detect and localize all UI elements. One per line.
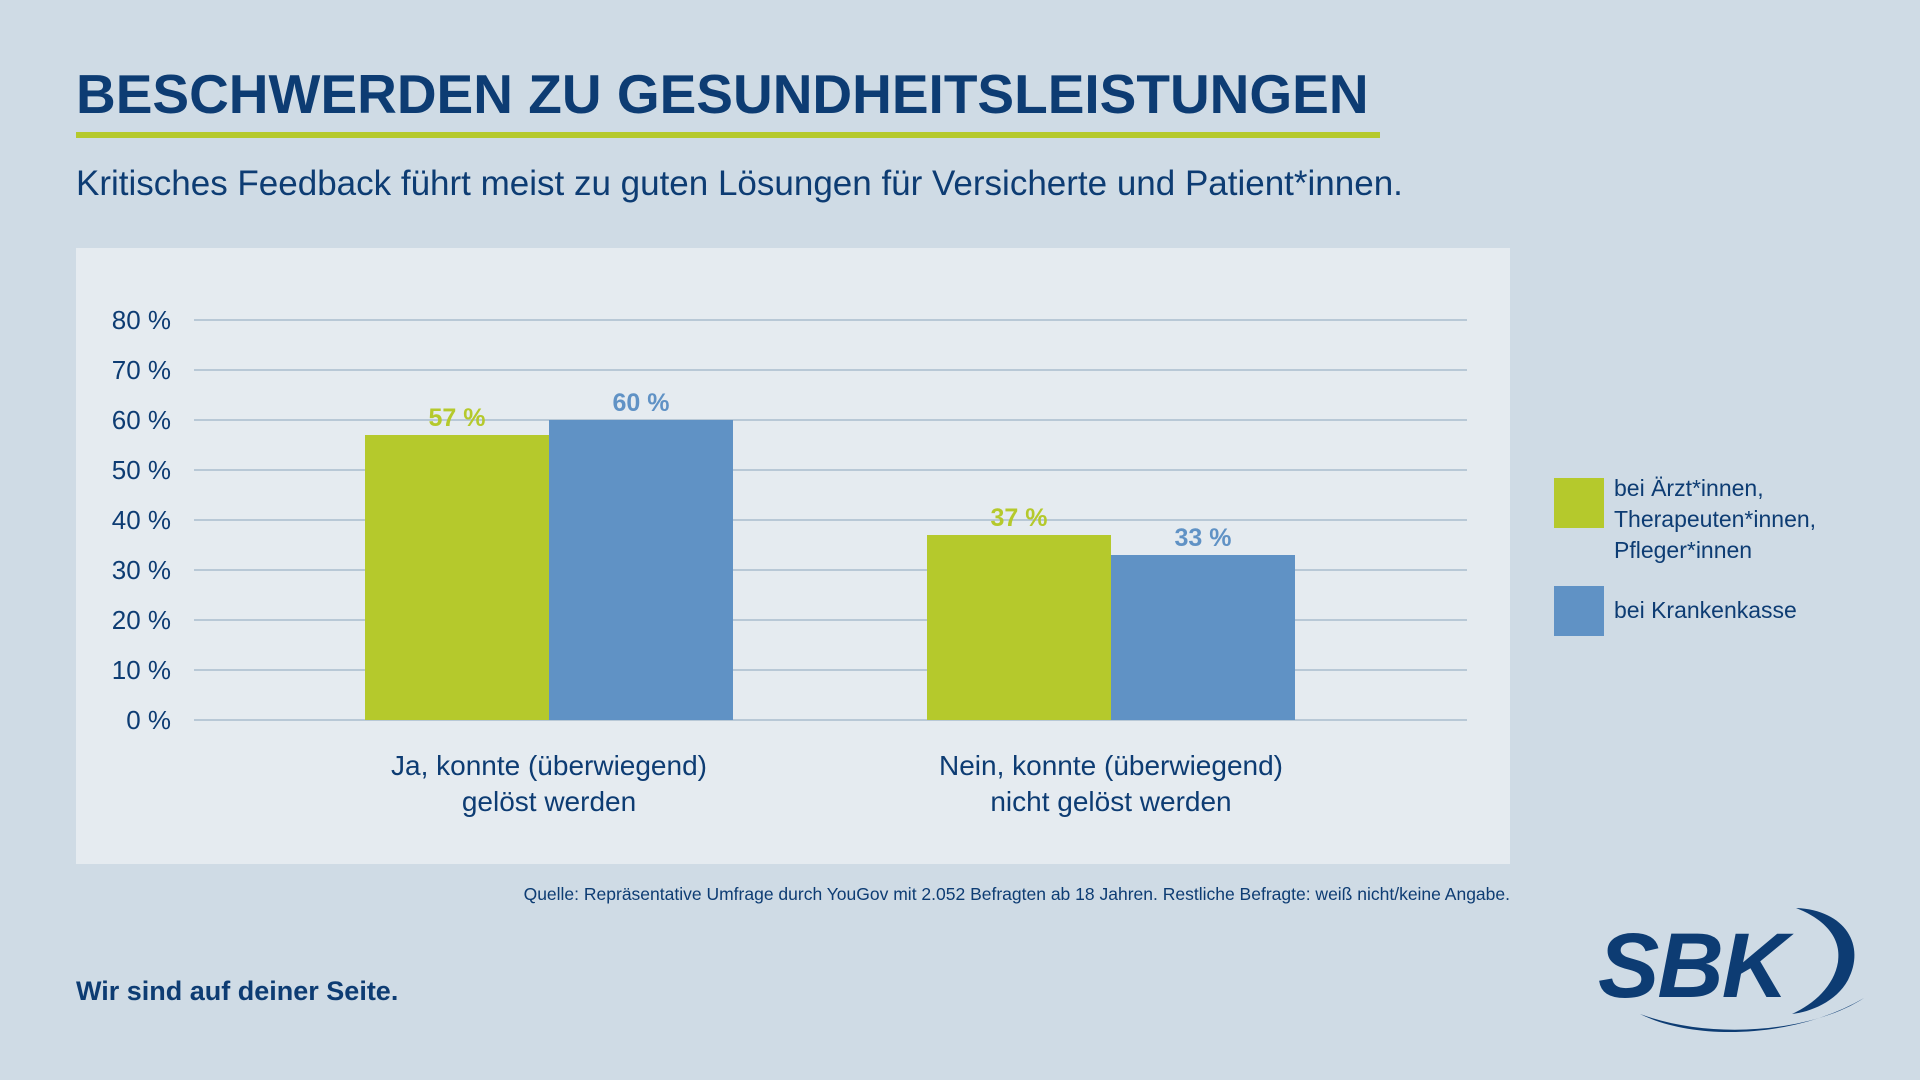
y-tick-label: 60 %: [112, 405, 171, 435]
y-tick-label: 80 %: [112, 305, 171, 335]
y-tick-label: 70 %: [112, 355, 171, 385]
y-tick-label: 20 %: [112, 605, 171, 635]
page-title: BESCHWERDEN ZU GESUNDHEITSLEISTUNGEN: [76, 63, 1369, 125]
page-subtitle: Kritisches Feedback führt meist zu guten…: [76, 164, 1403, 203]
bar-value-label: 37 %: [991, 504, 1048, 532]
bar: [1111, 555, 1295, 720]
bar-value-label: 60 %: [613, 389, 670, 417]
x-category-label: gelöst werden: [462, 786, 636, 817]
y-tick-label: 30 %: [112, 555, 171, 585]
y-tick-label: 40 %: [112, 505, 171, 535]
legend-label-aerzte: bei Ärzt*innen, Therapeuten*innen, Pfleg…: [1614, 475, 1817, 563]
legend-swatch-green: [1554, 478, 1604, 528]
bar-chart: 0 % 10 % 20 % 30 % 40 % 50 % 60 % 70 % 80 % 57 % 3…: [112, 305, 1467, 817]
logo-swoosh-icon: [1640, 908, 1864, 1033]
y-tick-label: 0 %: [126, 705, 171, 735]
x-category-label: nicht gelöst werden: [990, 786, 1231, 817]
bar: [365, 435, 549, 720]
bar-value-label: 33 %: [1175, 524, 1232, 552]
tagline: Wir sind auf deiner Seite.: [76, 976, 399, 1006]
legend-swatch-blue: [1554, 586, 1604, 636]
sbk-logo: SBK: [1596, 902, 1870, 1036]
legend-label-krankenkasse: bei Krankenkasse: [1614, 597, 1797, 623]
y-tick-label: 10 %: [112, 655, 171, 685]
source-note: Quelle: Repräsentative Umfrage durch You…: [523, 884, 1510, 904]
logo-text: SBK: [1598, 915, 1788, 1017]
bar: [549, 420, 733, 720]
chart-panel: 0 % 10 % 20 % 30 % 40 % 50 % 60 % 70 % 80 % 57 % 3…: [76, 248, 1510, 864]
bar-value-label: 57 %: [429, 404, 486, 432]
bar: [927, 535, 1111, 720]
x-category-label: Nein, konnte (überwiegend): [939, 750, 1283, 781]
title-underline: [76, 132, 1380, 138]
y-tick-label: 50 %: [112, 455, 171, 485]
x-category-label: Ja, konnte (überwiegend): [391, 750, 707, 781]
